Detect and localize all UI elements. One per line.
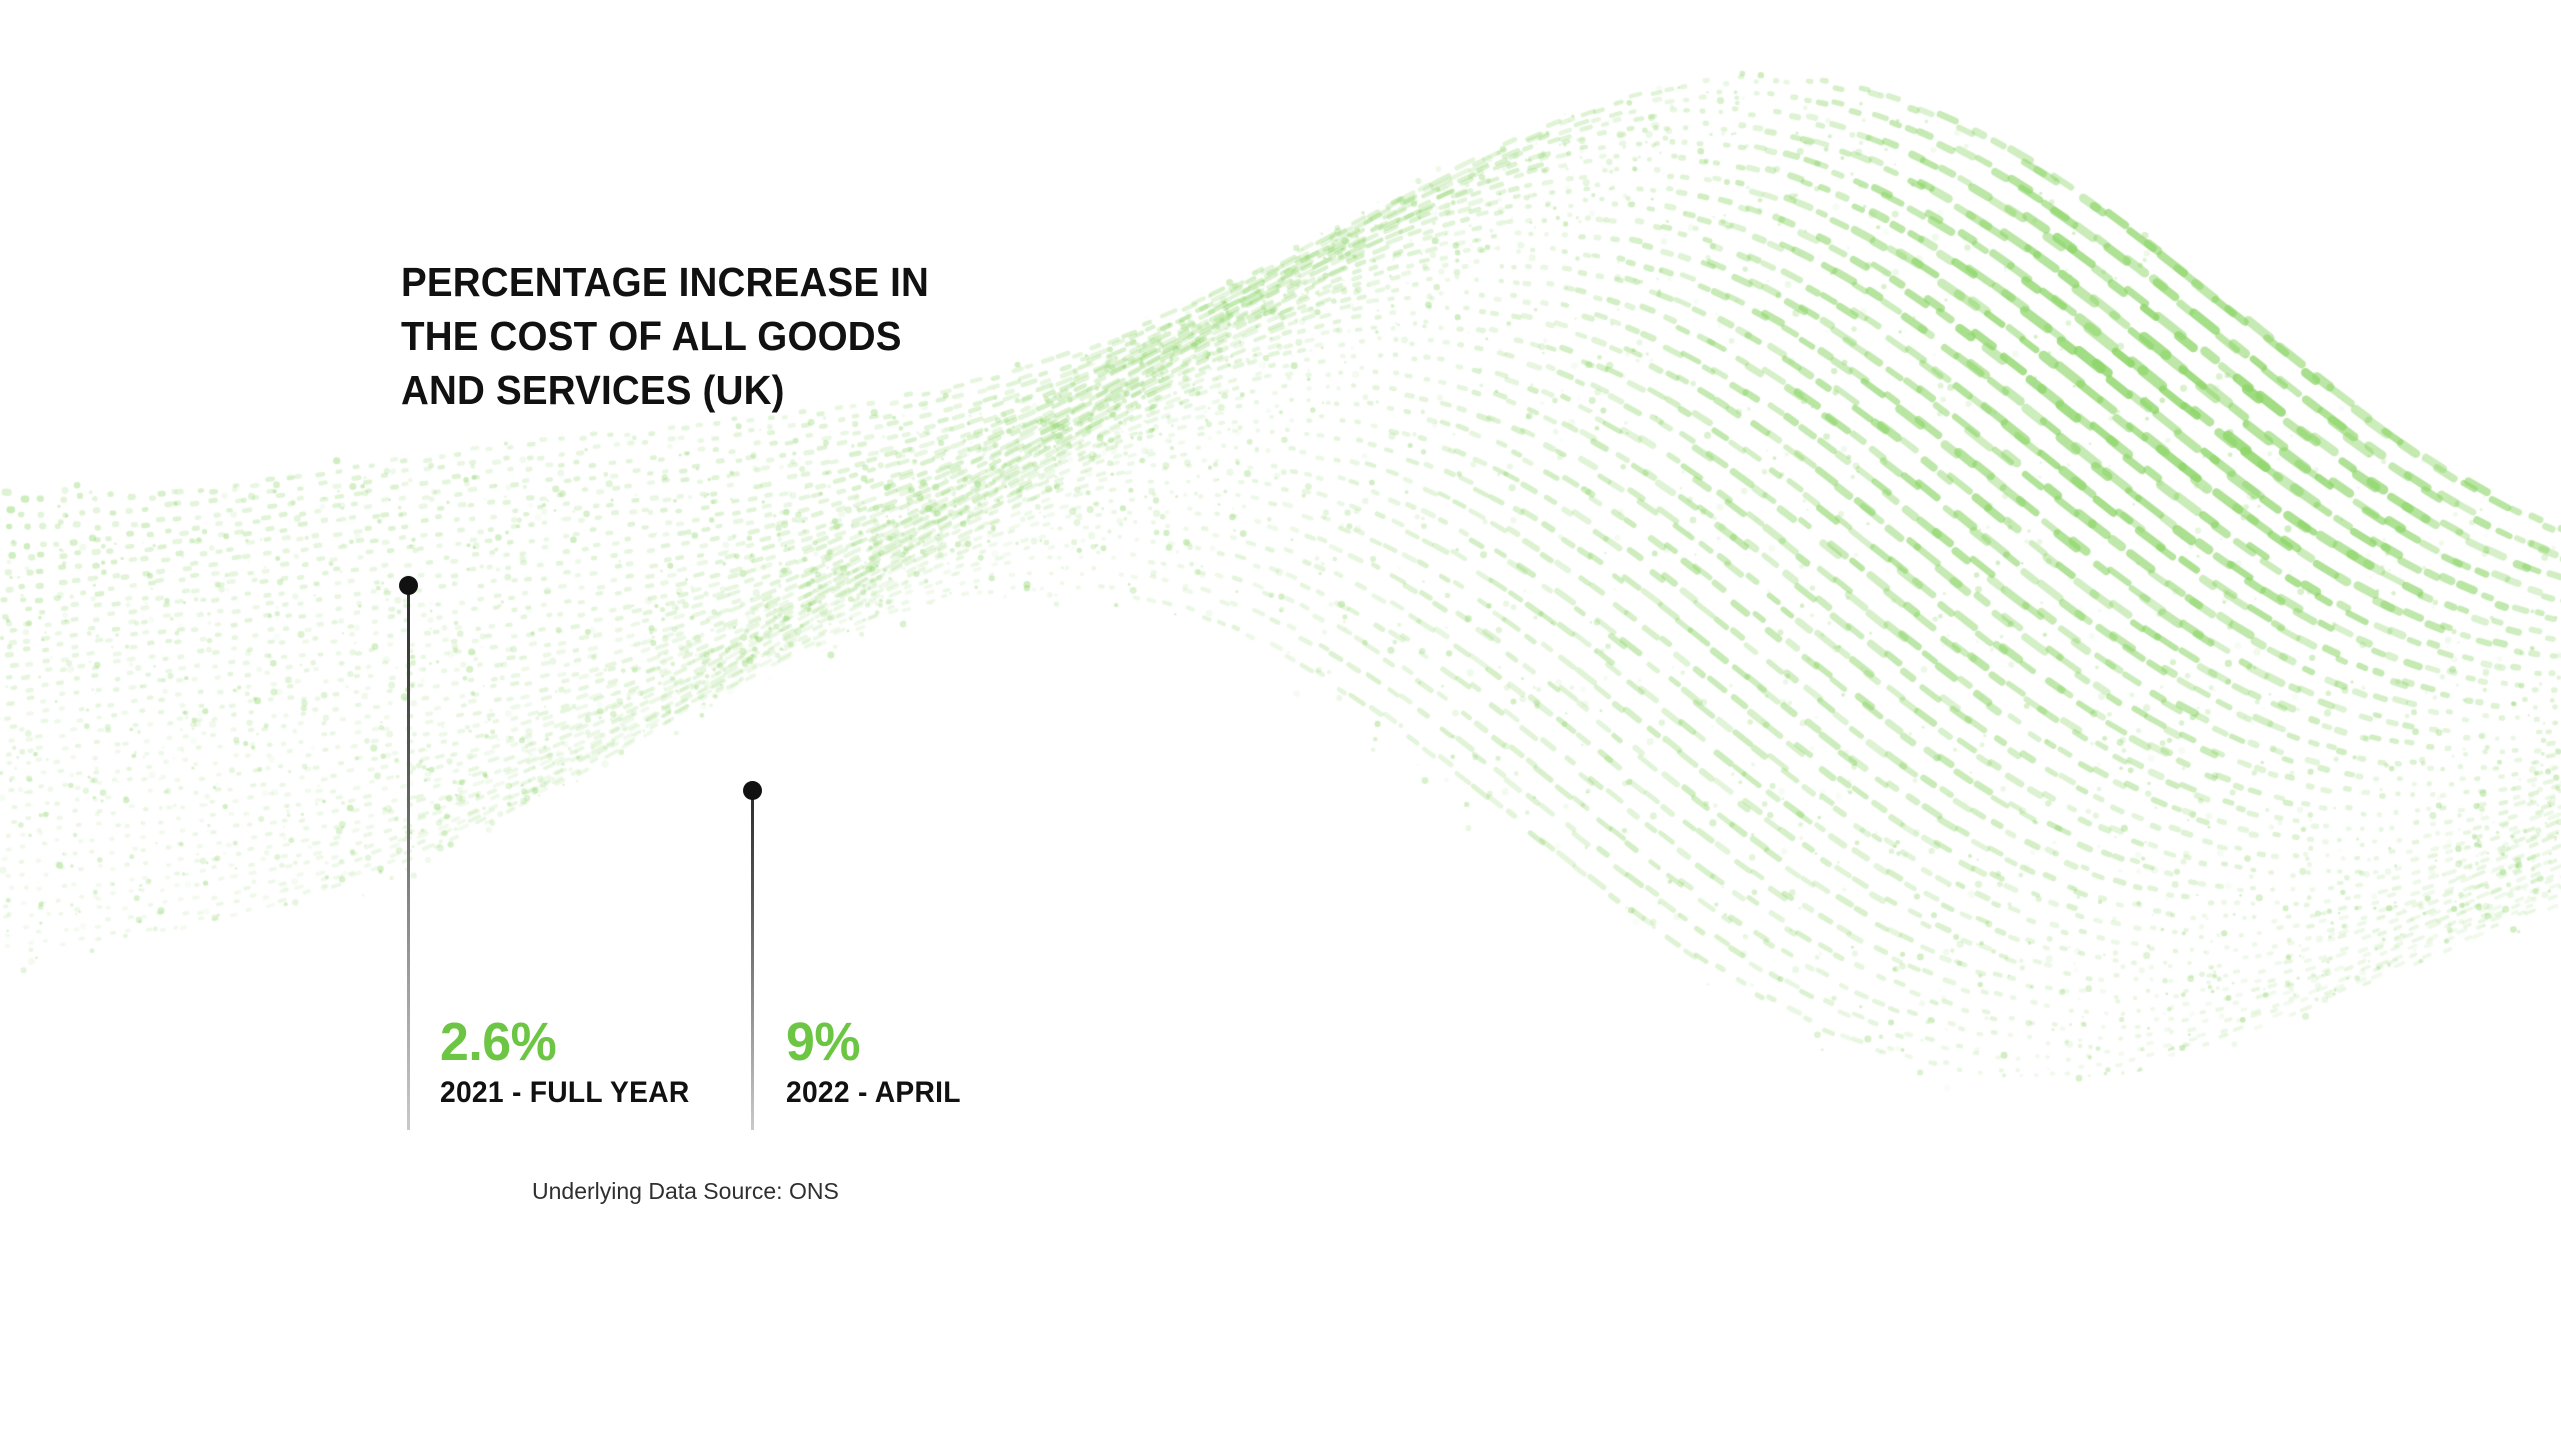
callout-2021: 2.6% 2021 - FULL YEAR — [440, 1014, 705, 1110]
callout-2022: 9% 2022 - APRIL — [786, 1014, 972, 1110]
callout-label: 2021 - FULL YEAR — [440, 1076, 690, 1109]
callout-leader-line — [751, 790, 754, 1130]
callout-marker-dot — [399, 576, 418, 595]
page-title: PERCENTAGE INCREASE IN THE COST OF ALL G… — [401, 259, 930, 413]
callout-marker-dot — [743, 781, 762, 800]
callout-value: 2.6% — [440, 1012, 557, 1072]
callout-leader-line — [407, 585, 410, 1130]
callout-label: 2022 - APRIL — [786, 1076, 961, 1109]
data-source-note: Underlying Data Source: ONS — [532, 1178, 839, 1204]
callout-value: 9% — [786, 1012, 860, 1072]
